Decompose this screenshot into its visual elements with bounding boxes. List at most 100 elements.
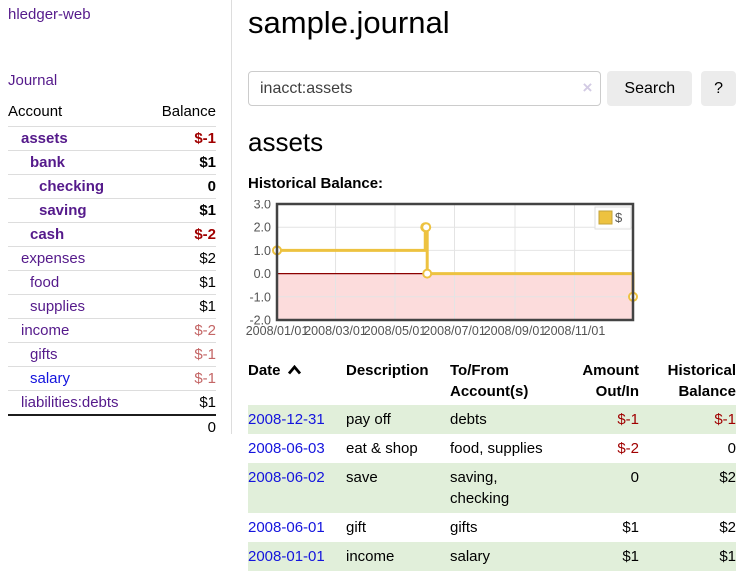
- account-balance: $-1: [194, 346, 216, 363]
- accounts-table-header: Account Balance: [8, 99, 216, 127]
- transaction-amount: 0: [630, 469, 639, 486]
- account-link-salary[interactable]: salary: [30, 370, 71, 387]
- transaction-description: income: [346, 548, 395, 565]
- account-link-checking[interactable]: checking: [39, 178, 105, 195]
- sidebar: hledger-web Journal Account Balance asse…: [0, 0, 232, 439]
- accounts-total-row: 0: [8, 414, 216, 439]
- date-column-header: Date: [248, 357, 346, 405]
- account-balance: $2: [199, 250, 216, 267]
- register-row: 2008-06-02 save saving, checking 0 $2: [248, 463, 736, 513]
- account-row: food $1: [8, 270, 216, 295]
- account-row: income $-2: [8, 318, 216, 343]
- transaction-accounts: food, supplies: [450, 440, 543, 457]
- transaction-description: gift: [346, 519, 367, 536]
- svg-text:-1.0: -1.0: [249, 290, 271, 304]
- transaction-amount: $-1: [617, 411, 639, 428]
- account-row: supplies $1: [8, 294, 216, 319]
- help-button[interactable]: ?: [701, 71, 736, 106]
- sidebar-item-journal[interactable]: Journal: [8, 72, 58, 89]
- account-link-expenses[interactable]: expenses: [21, 250, 86, 267]
- svg-text:0.0: 0.0: [254, 267, 271, 281]
- account-balance: $-2: [194, 226, 216, 243]
- register-row: 2008-06-03 eat & shop food, supplies $-2…: [248, 434, 736, 463]
- account-balance: $1: [199, 154, 216, 171]
- svg-text:3.0: 3.0: [254, 200, 271, 212]
- transaction-balance: $1: [719, 548, 736, 565]
- transaction-accounts: salary: [450, 548, 491, 565]
- svg-text:2008/01/01: 2008/01/01: [246, 324, 309, 338]
- account-row: bank $1: [8, 150, 216, 175]
- account-balance: $1: [199, 298, 216, 315]
- account-row: salary $-1: [8, 366, 216, 391]
- account-balance: $-1: [194, 370, 216, 387]
- accounts-table: Account Balance assets $-1 bank $1 check…: [8, 99, 216, 439]
- svg-text:2008/07/01: 2008/07/01: [423, 324, 486, 338]
- register-table-header: Date Description To/From Account(s) Amou…: [248, 357, 736, 405]
- svg-text:-2.0: -2.0: [249, 314, 271, 328]
- account-link-gifts[interactable]: gifts: [30, 346, 58, 363]
- date-link[interactable]: 2008-12-31: [248, 411, 325, 428]
- svg-text:2008/03/01: 2008/03/01: [304, 324, 367, 338]
- page-title: sample.journal: [248, 5, 450, 40]
- transaction-amount: $1: [622, 548, 639, 565]
- register-row: 2008-01-01 income salary $1 $1: [248, 542, 736, 571]
- account-row: assets $-1: [8, 126, 216, 151]
- transaction-balance: $2: [719, 519, 736, 536]
- app-brand-link[interactable]: hledger-web: [8, 6, 91, 23]
- transaction-description: save: [346, 469, 378, 486]
- svg-text:2008/09/01: 2008/09/01: [484, 324, 547, 338]
- transaction-accounts: debts: [450, 411, 487, 428]
- account-link-bank[interactable]: bank: [30, 154, 66, 171]
- search-button[interactable]: Search: [607, 71, 693, 106]
- search-input[interactable]: [248, 71, 602, 106]
- balance-column-header: Balance: [161, 103, 216, 120]
- balance-column-header: Historical Balance: [667, 362, 736, 400]
- chart-title: Historical Balance:: [248, 175, 384, 192]
- account-balance: $1: [199, 202, 216, 219]
- svg-text:2008/11/01: 2008/11/01: [544, 324, 606, 338]
- svg-text:2008/05/01: 2008/05/01: [364, 324, 427, 338]
- svg-text:1.0: 1.0: [254, 244, 271, 258]
- account-link-liabilities-debts[interactable]: liabilities:debts: [21, 394, 119, 411]
- transaction-amount: $1: [622, 519, 639, 536]
- register-row: 2008-06-01 gift gifts $1 $2: [248, 513, 736, 542]
- account-heading: assets: [248, 127, 324, 157]
- account-link-supplies[interactable]: supplies: [30, 298, 86, 315]
- account-balance: $-2: [194, 322, 216, 339]
- account-link-saving[interactable]: saving: [39, 202, 87, 219]
- transaction-description: pay off: [346, 411, 391, 428]
- historical-balance-chart: $3.0 2.0 1.0 0.0 -1.0 -2.02008/01/012008/03/0…: [246, 200, 638, 338]
- clear-search-icon[interactable]: ×: [582, 78, 593, 97]
- date-link[interactable]: 2008-06-03: [248, 440, 325, 457]
- main-content: sample.journal × Search ? assets Histori…: [246, 0, 736, 571]
- account-link-cash[interactable]: cash: [30, 226, 65, 243]
- transaction-balance: $-1: [714, 411, 736, 428]
- account-balance: $-1: [194, 130, 216, 147]
- sort-ascending-icon: [287, 365, 301, 375]
- register-table: Date Description To/From Account(s) Amou…: [248, 357, 736, 571]
- account-balance: $1: [199, 274, 216, 291]
- transaction-balance: 0: [727, 440, 736, 457]
- svg-text:2.0: 2.0: [254, 221, 271, 235]
- account-link-food[interactable]: food: [30, 274, 60, 291]
- svg-text:$: $: [615, 210, 623, 225]
- accounts-total-value: 0: [147, 414, 216, 439]
- date-link[interactable]: 2008-01-01: [248, 548, 325, 565]
- search-form: × Search ?: [248, 71, 736, 106]
- tofrom-column-header: To/From Account(s): [450, 362, 529, 400]
- account-row: saving $1: [8, 198, 216, 223]
- account-row: cash $-2: [8, 222, 216, 247]
- account-column-header: Account: [8, 103, 63, 120]
- account-link-assets[interactable]: assets: [21, 130, 68, 147]
- account-row: checking 0: [8, 174, 216, 199]
- transaction-amount: $-2: [617, 440, 639, 457]
- transaction-accounts: saving, checking: [450, 469, 510, 507]
- account-balance: 0: [207, 178, 216, 195]
- description-column-header: Description: [346, 362, 429, 379]
- account-link-income[interactable]: income: [21, 322, 70, 339]
- date-link[interactable]: 2008-06-02: [248, 469, 325, 486]
- account-row: expenses $2: [8, 246, 216, 271]
- amount-column-header: Amount Out/In: [582, 362, 639, 400]
- date-link[interactable]: 2008-06-01: [248, 519, 325, 536]
- transaction-accounts: gifts: [450, 519, 478, 536]
